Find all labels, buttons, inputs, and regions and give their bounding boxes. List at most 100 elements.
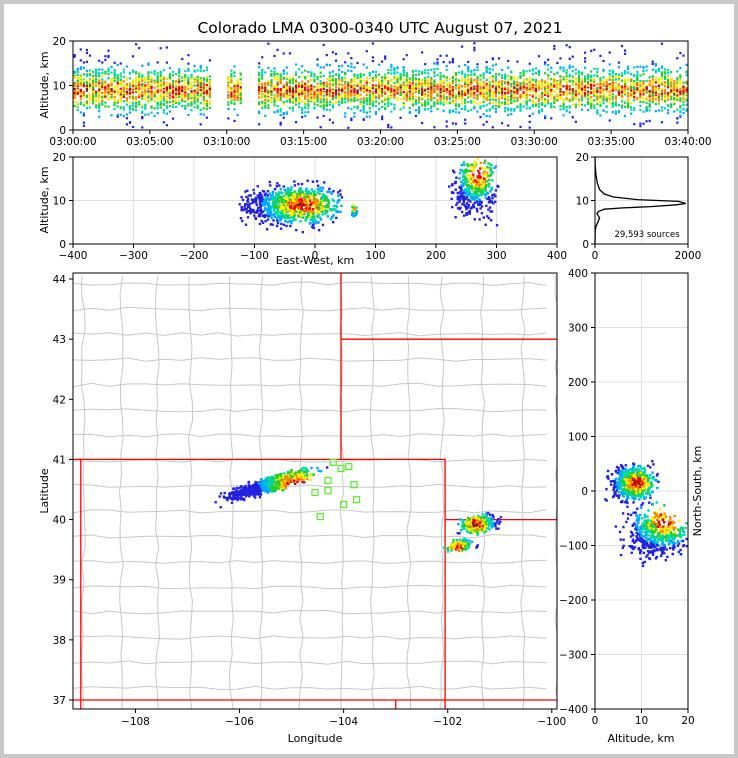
source-point bbox=[125, 84, 129, 87]
source-point bbox=[165, 93, 168, 97]
source-point bbox=[408, 111, 411, 115]
source-point bbox=[648, 84, 651, 87]
source-point bbox=[239, 93, 242, 96]
source-point bbox=[107, 84, 110, 87]
source-point bbox=[405, 71, 408, 75]
source-point bbox=[485, 84, 488, 87]
source-point bbox=[550, 90, 553, 93]
source-point bbox=[553, 98, 556, 101]
source-point bbox=[171, 83, 175, 87]
source-point bbox=[454, 97, 458, 100]
source-point bbox=[528, 85, 531, 88]
source-point bbox=[654, 95, 657, 99]
source-point bbox=[279, 93, 282, 96]
x-tick-label: 03:05:00 bbox=[126, 136, 173, 148]
source-point bbox=[273, 95, 276, 98]
source-point bbox=[279, 73, 282, 76]
time-height-panel: 03:00:00 03:05:00 03:10:00 03:15:00 03:20:00… bbox=[38, 36, 712, 148]
source-point bbox=[544, 99, 547, 102]
source-point bbox=[562, 85, 565, 88]
source-point bbox=[574, 120, 577, 123]
source-point bbox=[289, 213, 293, 216]
source-point bbox=[196, 88, 199, 92]
source-point bbox=[596, 67, 599, 70]
source-point bbox=[553, 90, 556, 93]
source-point bbox=[685, 74, 688, 77]
source-point bbox=[273, 89, 276, 92]
source-point bbox=[371, 56, 375, 59]
source-point bbox=[227, 117, 230, 120]
source-point bbox=[488, 91, 491, 94]
source-point bbox=[252, 192, 256, 195]
source-point bbox=[208, 87, 212, 91]
source-point bbox=[547, 84, 550, 88]
source-point bbox=[473, 69, 476, 72]
source-point bbox=[596, 71, 599, 74]
source-point bbox=[494, 101, 498, 104]
source-point bbox=[614, 95, 617, 98]
source-point bbox=[190, 85, 193, 89]
source-point bbox=[301, 100, 304, 103]
source-point bbox=[574, 103, 577, 106]
source-point bbox=[135, 72, 138, 75]
source-point bbox=[119, 113, 122, 116]
source-point bbox=[230, 89, 233, 92]
source-point bbox=[291, 82, 295, 85]
source-point bbox=[159, 92, 162, 96]
source-point bbox=[116, 113, 119, 116]
source-point bbox=[153, 86, 156, 89]
source-point bbox=[359, 75, 362, 78]
source-point bbox=[304, 86, 307, 90]
source-point bbox=[104, 90, 107, 94]
source-point bbox=[571, 90, 574, 93]
source-point bbox=[417, 99, 421, 103]
source-point bbox=[399, 86, 402, 89]
source-point bbox=[633, 91, 636, 95]
source-point bbox=[393, 89, 396, 92]
source-point bbox=[500, 89, 504, 92]
source-point bbox=[611, 93, 614, 96]
source-point bbox=[473, 92, 476, 95]
source-point bbox=[510, 90, 513, 93]
source-point bbox=[593, 67, 596, 70]
source-point bbox=[482, 92, 485, 96]
source-point bbox=[113, 103, 116, 106]
source-point bbox=[417, 106, 421, 109]
source-point bbox=[439, 101, 442, 104]
source-point bbox=[427, 103, 430, 106]
source-point bbox=[470, 108, 473, 112]
source-point bbox=[522, 69, 525, 72]
source-point bbox=[316, 82, 319, 85]
source-point bbox=[580, 95, 584, 98]
source-point bbox=[301, 65, 304, 68]
source-point bbox=[630, 72, 633, 76]
source-point bbox=[507, 75, 510, 78]
source-point bbox=[583, 93, 587, 96]
source-point bbox=[537, 111, 541, 114]
source-point bbox=[550, 70, 553, 73]
source-point bbox=[350, 91, 353, 94]
source-point bbox=[405, 85, 408, 88]
source-point bbox=[424, 107, 427, 111]
source-point bbox=[405, 82, 408, 85]
source-point bbox=[580, 90, 584, 93]
source-point bbox=[436, 99, 439, 102]
source-point bbox=[282, 91, 285, 94]
source-point bbox=[276, 88, 279, 91]
lma-figure: Colorado LMA 0300-0340 UTC August 07, 20… bbox=[38, 19, 712, 745]
source-point bbox=[368, 110, 371, 113]
source-point bbox=[587, 94, 590, 97]
source-point bbox=[448, 61, 451, 64]
source-point bbox=[310, 73, 313, 76]
source-point bbox=[285, 88, 288, 91]
source-point bbox=[168, 89, 172, 92]
source-point bbox=[341, 97, 344, 100]
source-point bbox=[276, 77, 279, 80]
source-point bbox=[347, 100, 350, 104]
source-point bbox=[479, 78, 482, 81]
source-point bbox=[301, 85, 304, 89]
source-point bbox=[153, 114, 156, 117]
source-point bbox=[602, 59, 605, 63]
source-point bbox=[488, 68, 491, 71]
source-point bbox=[258, 110, 261, 113]
